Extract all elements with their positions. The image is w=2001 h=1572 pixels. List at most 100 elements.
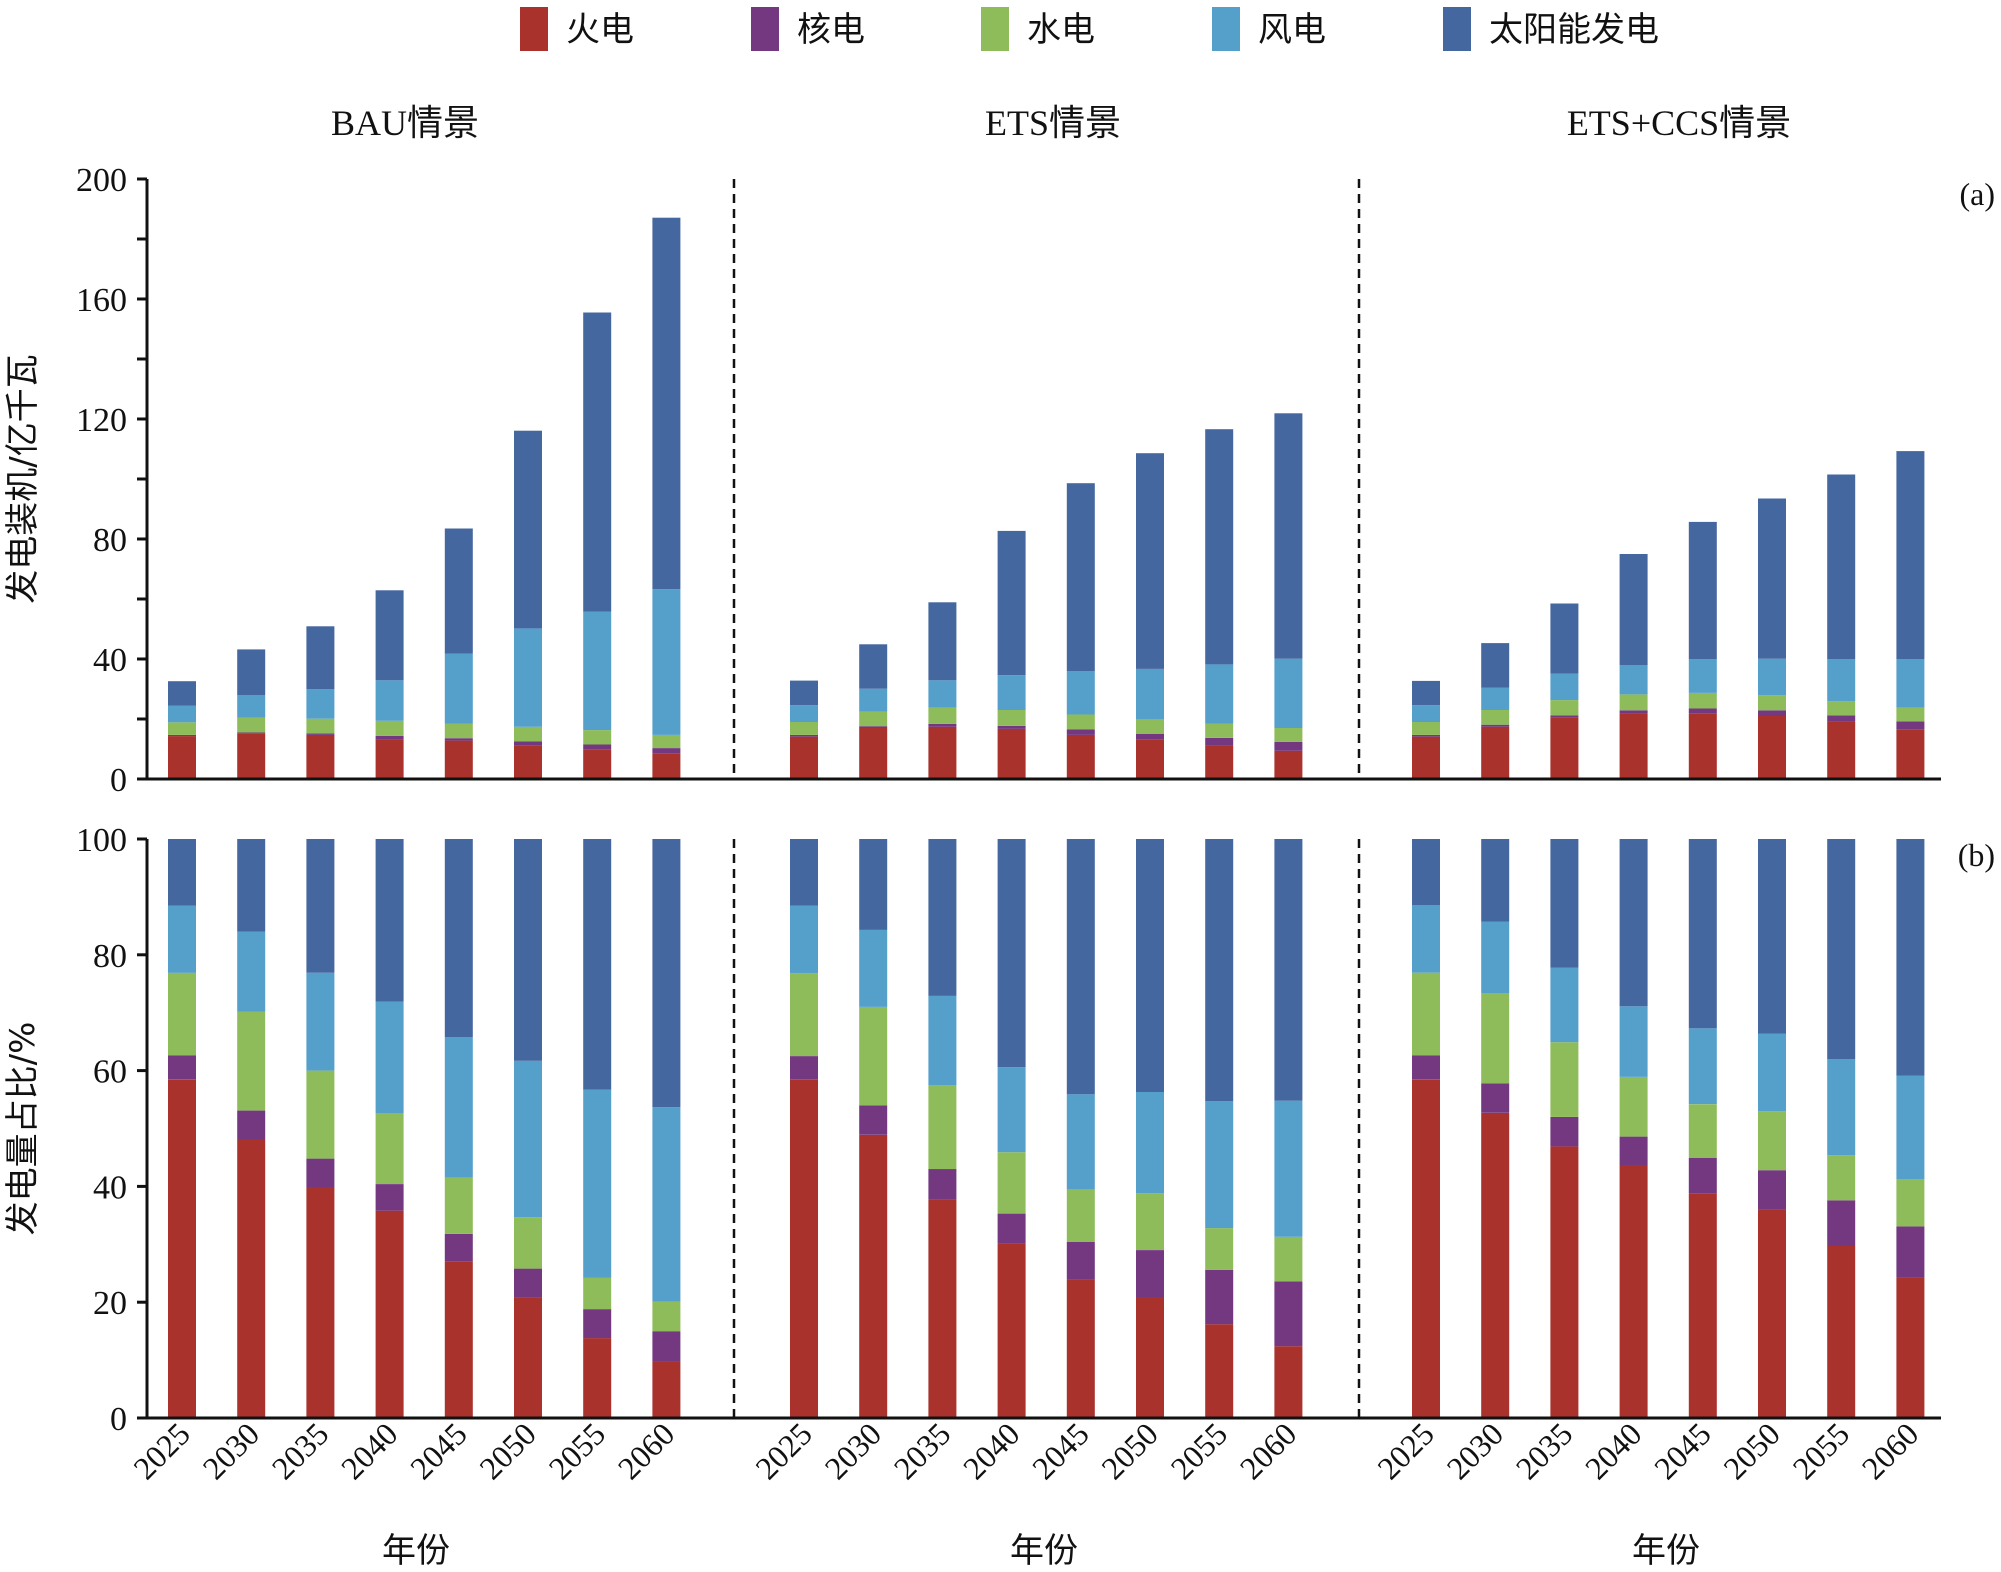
bar-segment-thermal-2025 [790, 1079, 818, 1418]
bar-segment-wind-2045 [444, 1037, 473, 1178]
bar-segment-thermal-2060 [652, 1361, 681, 1418]
bar-segment-solar-2030 [1481, 643, 1510, 688]
bar-segment-nuclear-2045 [1066, 729, 1095, 735]
bar-segment-hydro-2060 [1274, 1236, 1303, 1282]
bar-segment-wind-2045 [1688, 1028, 1717, 1105]
bar-segment-solar-2035 [928, 602, 957, 681]
bar-segment-nuclear-2035 [1550, 715, 1579, 718]
bar-segment-thermal-2040 [375, 1210, 404, 1418]
bar-segment-nuclear-2060 [1896, 1226, 1925, 1278]
bar-segment-wind-2035 [1550, 967, 1579, 1043]
bar-segment-hydro-2050 [514, 1217, 542, 1269]
bar-group-ets [790, 839, 1303, 1418]
bar-segment-thermal-2055 [583, 749, 612, 779]
bar-segment-wind-2060 [1274, 1100, 1303, 1237]
bar-segment-solar-2060 [1896, 451, 1925, 659]
y-tick-label: 200 [76, 162, 127, 199]
bar-segment-solar-2035 [1550, 839, 1579, 968]
bar-segment-solar-2055 [1205, 429, 1234, 665]
legend-label-hydro: 水电 [1027, 10, 1095, 50]
x-axis-labels: 20252030203520402045205020552060年份202520… [126, 1415, 1925, 1571]
bar-segment-hydro-2035 [928, 707, 957, 724]
bar-segment-solar-2035 [306, 839, 335, 973]
x-tick-label: 2035 [887, 1415, 958, 1486]
bar-segment-solar-2050 [514, 839, 542, 1061]
bar-segment-hydro-2045 [1066, 1189, 1095, 1242]
bar-segment-wind-2055 [1205, 664, 1234, 724]
bar-segment-thermal-2040 [997, 1243, 1026, 1418]
bar-segment-wind-2035 [306, 689, 335, 719]
bar-segment-thermal-2045 [1688, 1193, 1717, 1418]
bar-segment-nuclear-2060 [652, 748, 681, 754]
y-axis-title: 发电装机/亿千瓦 [3, 354, 43, 603]
bar-segment-solar-2040 [375, 839, 404, 1002]
bar-segment-nuclear-2030 [237, 1110, 266, 1139]
bar-segment-hydro-2055 [1205, 723, 1234, 738]
legend-label-thermal: 火电 [566, 10, 634, 50]
bar-segment-solar-2025 [790, 839, 818, 906]
bar-segment-hydro-2030 [1481, 710, 1510, 725]
bar-segment-hydro-2045 [1688, 692, 1717, 709]
bar-segment-thermal-2050 [1136, 1297, 1164, 1418]
bar-segment-solar-2060 [1896, 839, 1925, 1076]
bar-segment-solar-2030 [1481, 839, 1510, 922]
panel-tag: (a) [1959, 176, 1995, 212]
bar-segment-hydro-2035 [1550, 1042, 1579, 1117]
bar-segment-solar-2045 [1688, 521, 1717, 660]
x-tick-label: 2060 [1233, 1415, 1304, 1486]
bar-segment-nuclear-2045 [1688, 708, 1717, 714]
bar-segment-thermal-2050 [1758, 716, 1786, 779]
bar-segment-thermal-2035 [928, 1199, 957, 1418]
bar-segment-thermal-2030 [237, 733, 266, 779]
bar-segment-thermal-2035 [1550, 1146, 1579, 1418]
x-tick-label: 2025 [126, 1415, 197, 1486]
bar-segment-hydro-2050 [1136, 719, 1164, 734]
x-tick-label: 2050 [1716, 1415, 1787, 1486]
y-tick-label: 0 [110, 762, 127, 799]
bar-segment-hydro-2060 [1896, 707, 1925, 722]
bar-segment-nuclear-2060 [652, 1331, 681, 1362]
panel-b-generation-share: 0 20 40 60 80 100 发电量占比/% (b) [3, 822, 1995, 1438]
bar-segment-nuclear-2025 [168, 1055, 196, 1080]
bar-segment-nuclear-2025 [1412, 734, 1440, 737]
bar-segment-wind-2055 [583, 611, 612, 731]
bar-group-bau [168, 217, 681, 779]
bar-segment-thermal-2055 [1205, 745, 1234, 779]
bar-segment-thermal-2050 [1758, 1209, 1786, 1418]
bar-segment-thermal-2045 [1066, 734, 1095, 779]
bar-segment-hydro-2040 [375, 720, 404, 736]
bar-segment-thermal-2050 [514, 1297, 542, 1418]
bar-segment-nuclear-2030 [859, 1105, 888, 1135]
bar-segment-hydro-2045 [444, 723, 473, 739]
bar-segment-hydro-2060 [1274, 728, 1303, 742]
x-tick-label: 2030 [1439, 1415, 1510, 1486]
bar-segment-wind-2050 [1758, 1033, 1786, 1112]
bar-segment-thermal-2030 [859, 728, 888, 779]
bar-segment-solar-2030 [237, 649, 266, 695]
bar-segment-hydro-2055 [583, 1277, 612, 1310]
scenario-titles: BAU情景 ETS情景 ETS+CCS情景 [331, 103, 1791, 143]
bar-segment-solar-2045 [1688, 839, 1717, 1029]
x-tick-label: 2060 [611, 1415, 682, 1486]
bar-segment-wind-2050 [1136, 668, 1164, 719]
bar-segment-hydro-2050 [1758, 1111, 1786, 1171]
x-tick-label: 2045 [1025, 1415, 1096, 1486]
bar-segment-solar-2025 [168, 839, 196, 906]
x-tick-label: 2040 [1578, 1415, 1649, 1486]
bar-segment-solar-2060 [652, 217, 681, 590]
bar-segment-hydro-2025 [790, 973, 818, 1057]
bar-segment-solar-2030 [859, 839, 888, 930]
legend: 火电 核电 水电 风电 太阳能发电 [520, 7, 1659, 51]
bar-segment-wind-2025 [790, 705, 818, 722]
bar-segment-wind-2045 [1688, 659, 1717, 693]
bar-segment-solar-2040 [997, 839, 1026, 1068]
scenario-title: ETS情景 [985, 103, 1121, 143]
bar-segment-nuclear-2050 [1758, 710, 1786, 716]
bar-segment-hydro-2035 [928, 1085, 957, 1170]
bar-segment-hydro-2045 [1066, 714, 1095, 730]
bar-segment-wind-2055 [1205, 1101, 1234, 1229]
bar-segment-thermal-2040 [1619, 1165, 1648, 1418]
x-tick-label: 2030 [817, 1415, 888, 1486]
bar-segment-nuclear-2045 [1688, 1158, 1717, 1194]
bar-segment-solar-2040 [997, 530, 1026, 676]
